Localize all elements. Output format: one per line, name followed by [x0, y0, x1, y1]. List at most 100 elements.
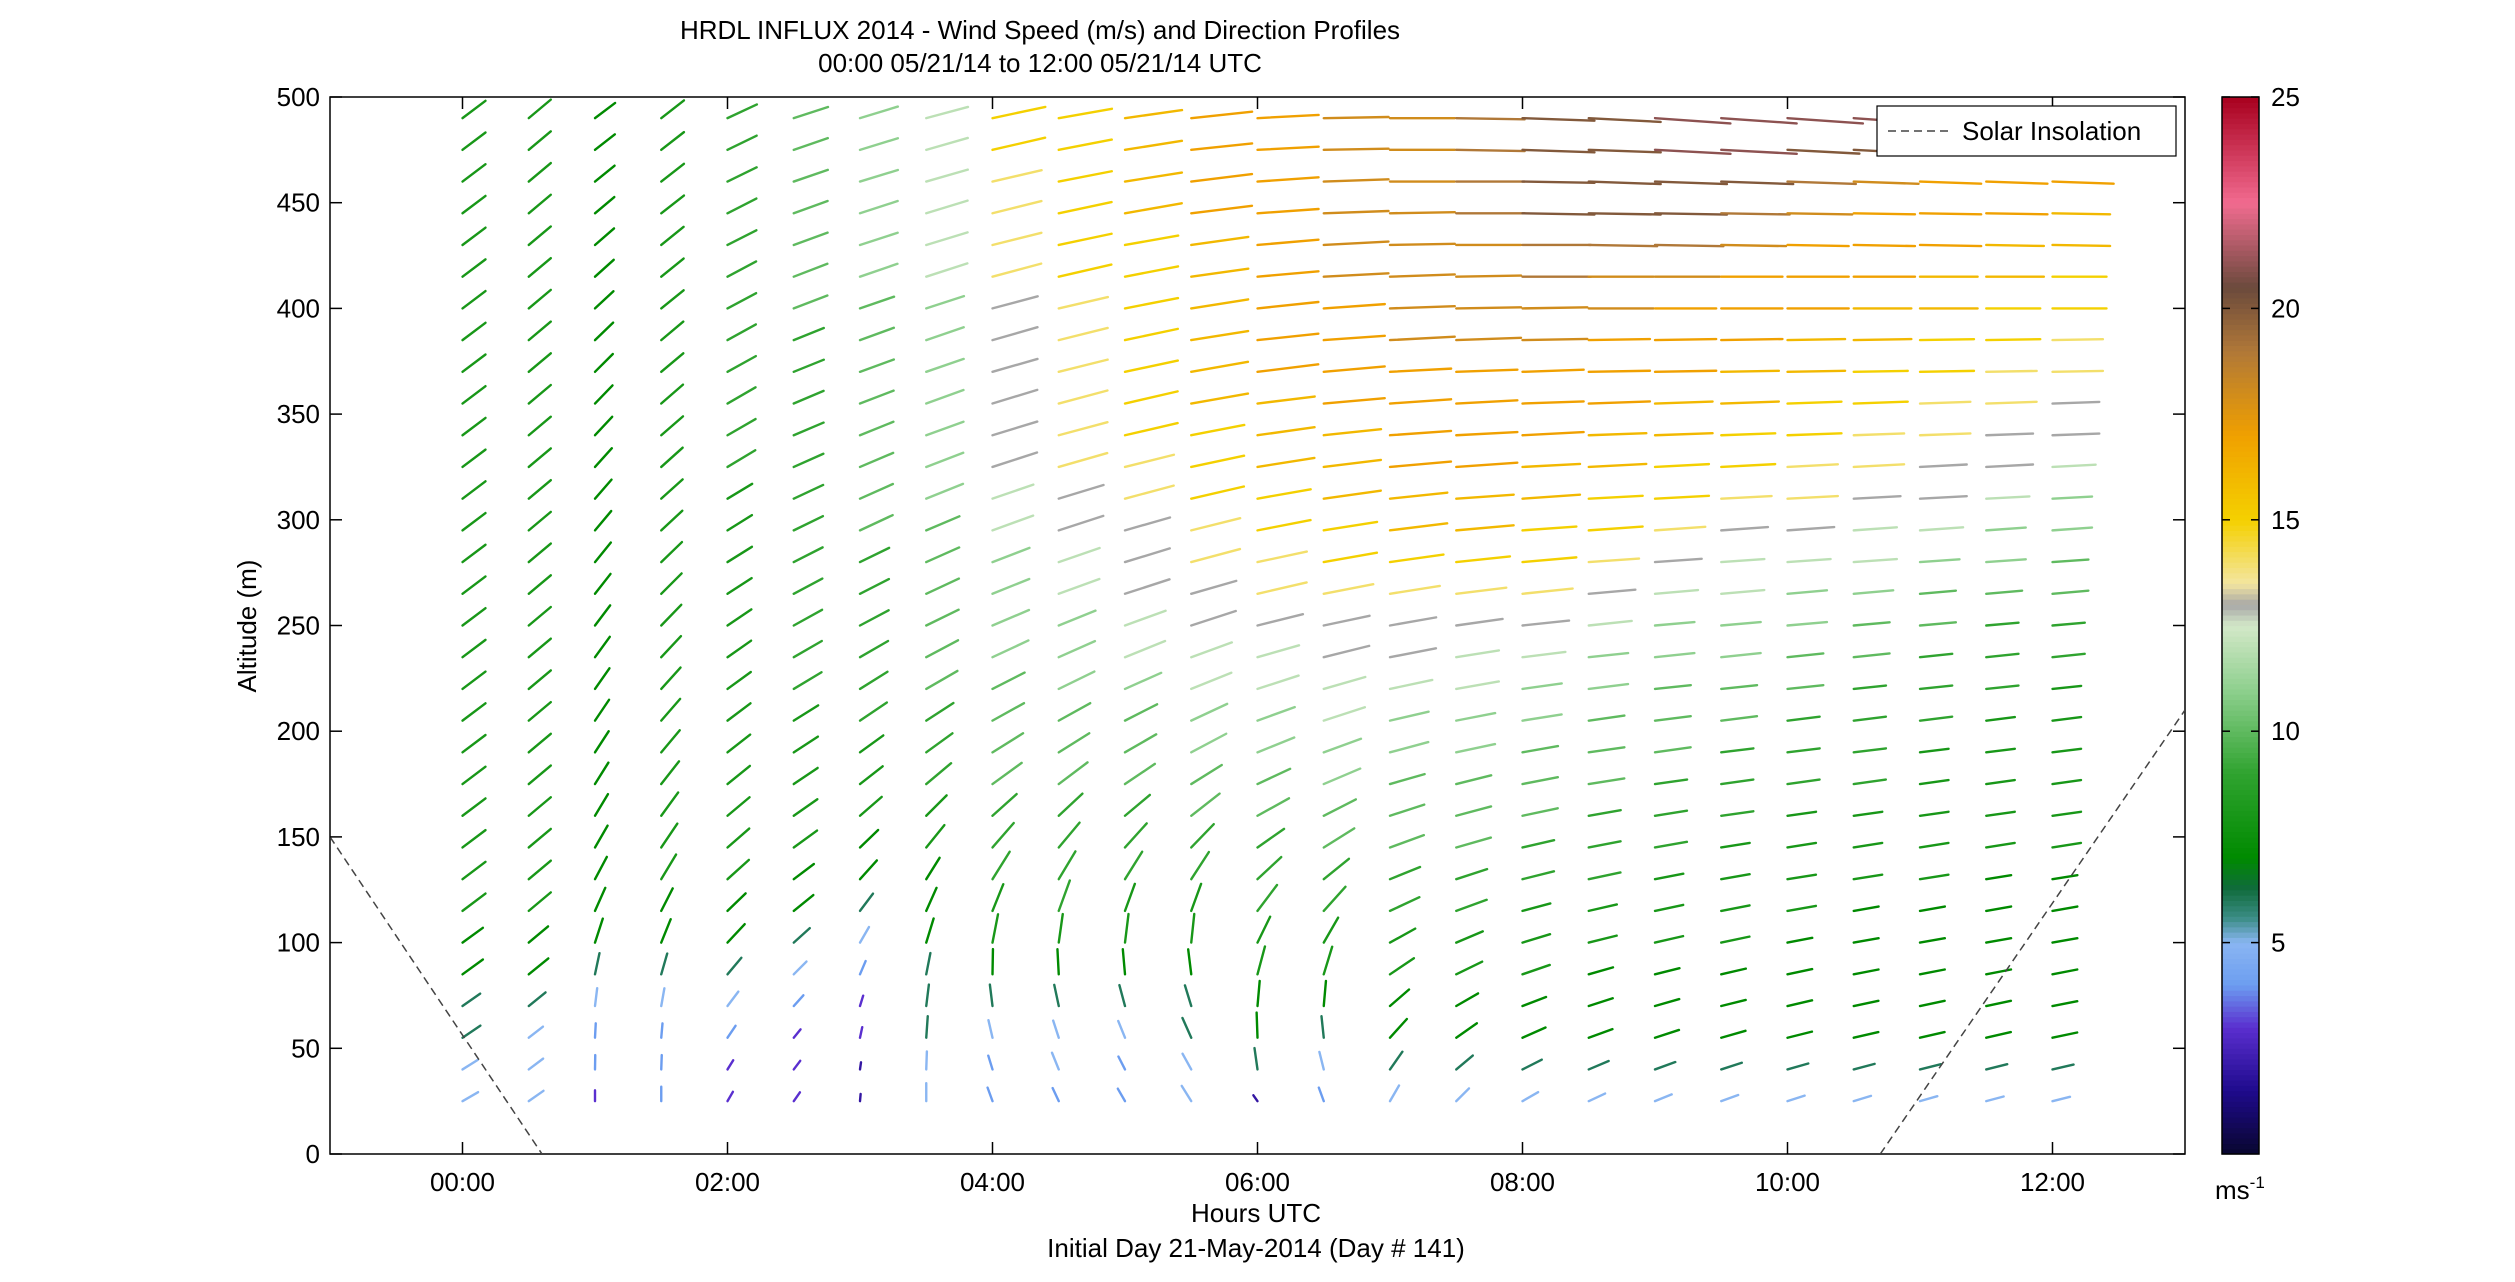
wind-barb	[1256, 644, 1301, 659]
wind-barb	[2051, 463, 2097, 469]
wind-barb	[858, 513, 894, 532]
colorbar-cell	[2222, 873, 2259, 880]
wind-barb	[1181, 1016, 1193, 1039]
wind-barb	[792, 960, 808, 976]
wind-barb	[1786, 936, 1814, 944]
wind-barb	[1852, 810, 1884, 817]
wind-barb	[1918, 337, 1976, 342]
wind-barb	[1256, 612, 1305, 627]
colorbar-cell	[2222, 223, 2259, 230]
wind-barb	[1786, 999, 1814, 1008]
wind-barb	[792, 483, 825, 500]
wind-barb	[660, 1053, 663, 1071]
wind-barb	[1322, 115, 1390, 120]
wind-barb	[991, 105, 1047, 120]
wind-barb	[1918, 652, 1954, 659]
wind-barb	[726, 449, 757, 469]
wind-barb	[726, 639, 753, 659]
x-tick-label: 12:00	[2020, 1167, 2085, 1197]
wind-barb	[858, 326, 896, 342]
wind-barb	[726, 134, 758, 152]
colorbar-cell	[2222, 794, 2259, 801]
x-tick-label: 10:00	[1755, 1167, 1820, 1197]
colorbar-cell	[2222, 947, 2259, 954]
wind-barb	[1455, 336, 1523, 342]
wind-barb	[858, 231, 899, 247]
wind-barb	[1322, 857, 1351, 881]
colorbar-cell	[2222, 123, 2259, 130]
wind-barb	[1521, 995, 1548, 1008]
wind-barb	[925, 482, 965, 500]
wind-barb	[1521, 306, 1589, 310]
wind-barb	[1256, 797, 1291, 817]
wind-barb	[1521, 902, 1552, 913]
wind-barb	[1786, 967, 1814, 976]
wind-barb	[1720, 810, 1755, 817]
wind-barb	[858, 262, 899, 278]
wind-barb	[1057, 546, 1101, 564]
y-tick-label: 300	[277, 505, 320, 535]
colorbar-cell	[2222, 160, 2259, 167]
wind-barb	[792, 608, 824, 627]
wind-barb	[1786, 148, 1861, 155]
wind-barb	[1322, 334, 1387, 342]
wind-barb	[593, 698, 611, 722]
wind-barb	[1388, 429, 1453, 437]
wind-barb	[1322, 520, 1379, 532]
wind-barb	[925, 294, 966, 310]
wind-barb	[1388, 957, 1416, 976]
wind-barb	[726, 166, 758, 183]
wind-barb	[1985, 495, 2031, 500]
colorbar-cell	[2222, 921, 2259, 928]
wind-barb	[1918, 841, 1950, 849]
colorbar-cell	[2222, 519, 2259, 526]
wind-barb	[660, 194, 686, 215]
wind-barb	[660, 446, 684, 469]
wind-barb	[1190, 671, 1233, 691]
wind-barb	[726, 386, 757, 405]
colorbar-tick-label: 10	[2271, 716, 2300, 746]
wind-barb	[991, 326, 1039, 342]
colorbar-cell	[2222, 382, 2259, 389]
wind-barb	[925, 639, 960, 659]
wind-barb	[1322, 551, 1379, 564]
wind-barb	[792, 105, 830, 120]
colorbar-cell	[2222, 858, 2259, 864]
wind-barb	[991, 882, 1005, 913]
wind-barb	[1587, 871, 1622, 881]
wind-barb	[991, 420, 1039, 437]
wind-barb	[1720, 620, 1762, 627]
colorbar-cell	[2222, 1006, 2259, 1012]
wind-barb	[1256, 176, 1320, 183]
wind-barb	[2051, 1095, 2072, 1103]
wind-barb	[987, 1054, 994, 1071]
wind-barb	[1190, 516, 1242, 532]
wind-barb	[1985, 652, 2020, 659]
wind-barb	[1985, 715, 2017, 722]
wind-barb	[1587, 840, 1622, 849]
wind-barb	[1256, 705, 1296, 722]
wind-barb	[1587, 432, 1648, 437]
wind-barb	[1918, 621, 1958, 627]
wind-barb	[593, 164, 616, 183]
colorbar-cell	[2222, 1069, 2259, 1076]
wind-barb	[1322, 582, 1375, 595]
wind-barb	[726, 702, 752, 722]
wind-barb	[1653, 903, 1685, 913]
wind-barb	[726, 827, 751, 849]
wind-barb	[1388, 1017, 1409, 1039]
x-tick-label: 00:00	[430, 1167, 495, 1197]
colorbar-cell	[2222, 625, 2259, 632]
wind-barb	[593, 886, 607, 913]
wind-barb	[925, 168, 969, 183]
wind-barb	[1123, 202, 1183, 215]
wind-barb	[527, 732, 553, 754]
colorbar-cell	[2222, 805, 2259, 812]
wind-barb	[1918, 715, 1954, 722]
wind-barb	[593, 195, 616, 215]
wind-barb	[2051, 558, 2090, 564]
wind-barb	[1653, 967, 1681, 976]
wind-barb	[1720, 683, 1759, 691]
colorbar-cell	[2222, 836, 2259, 843]
wind-barb	[593, 227, 616, 247]
